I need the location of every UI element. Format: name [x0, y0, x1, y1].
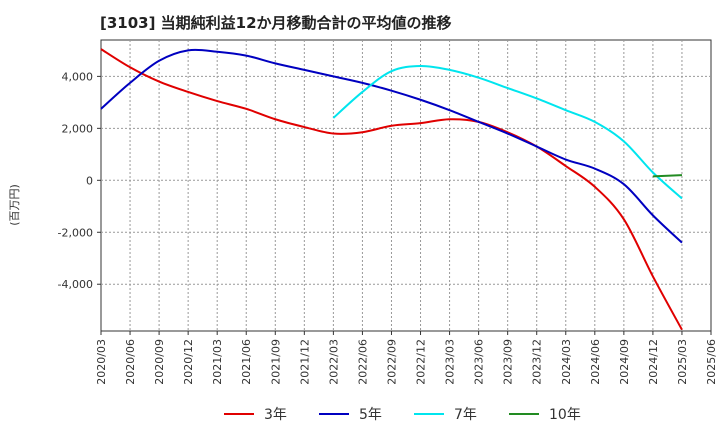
- x-tick-label: 2020/03: [95, 339, 108, 385]
- y-axis: 4,000 2,000 0 -2,000 -4,000: [58, 70, 101, 291]
- x-tick-label: 2023/12: [531, 339, 544, 385]
- x-tick-label: 2020/12: [182, 339, 195, 385]
- x-tick-label: 2023/03: [444, 339, 457, 385]
- series-line-3年: [100, 48, 683, 331]
- y-tick-label: 0: [86, 174, 93, 187]
- x-tick-label: 2022/03: [327, 339, 340, 385]
- x-tick-label: 2023/06: [473, 339, 486, 385]
- grid-lines: [101, 40, 711, 331]
- x-tick-label: 2021/03: [211, 339, 224, 385]
- y-tick-label: -2,000: [58, 226, 93, 239]
- x-tick-label: 2025/06: [705, 339, 718, 385]
- x-tick-label: 2024/12: [647, 339, 660, 385]
- y-tick-label: 4,000: [62, 70, 94, 83]
- legend-label-3年: 3年: [264, 407, 287, 423]
- legend-label-5年: 5年: [359, 407, 382, 423]
- series-line-7年: [332, 64, 683, 200]
- x-tick-label: 2024/06: [589, 339, 602, 385]
- x-tick-label: 2024/03: [560, 339, 573, 385]
- x-axis: 2020/03 2020/06 2020/09 2020/12 2021/03 2021/…: [95, 331, 718, 385]
- x-tick-label: 2025/03: [676, 339, 689, 385]
- legend: 3年 5年 7年 10年: [224, 407, 581, 423]
- plot-area: [100, 39, 712, 332]
- y-tick-label: -4,000: [58, 278, 93, 291]
- x-tick-label: 2021/06: [240, 339, 253, 385]
- x-tick-label: 2022/09: [385, 339, 398, 385]
- series-line-5年: [100, 48, 683, 244]
- x-tick-label: 2023/09: [502, 339, 515, 385]
- x-tick-label: 2024/09: [618, 339, 631, 385]
- legend-label-10年: 10年: [549, 407, 581, 423]
- x-tick-label: 2021/09: [269, 339, 282, 385]
- series-line-10年: [652, 174, 682, 178]
- x-tick-label: 2022/06: [356, 339, 369, 385]
- y-tick-label: 2,000: [62, 122, 94, 135]
- legend-label-7年: 7年: [454, 407, 477, 423]
- series-lines: [100, 48, 683, 331]
- y-axis-label: (百万円): [8, 184, 21, 226]
- x-tick-label: 2022/12: [415, 339, 428, 385]
- x-tick-label: 2021/12: [298, 339, 311, 385]
- chart-title: [3103] 当期純利益12か月移動合計の平均値の推移: [100, 14, 452, 32]
- x-tick-label: 2020/06: [124, 339, 137, 385]
- x-tick-label: 2020/09: [153, 339, 166, 385]
- plot-frame: [100, 39, 712, 332]
